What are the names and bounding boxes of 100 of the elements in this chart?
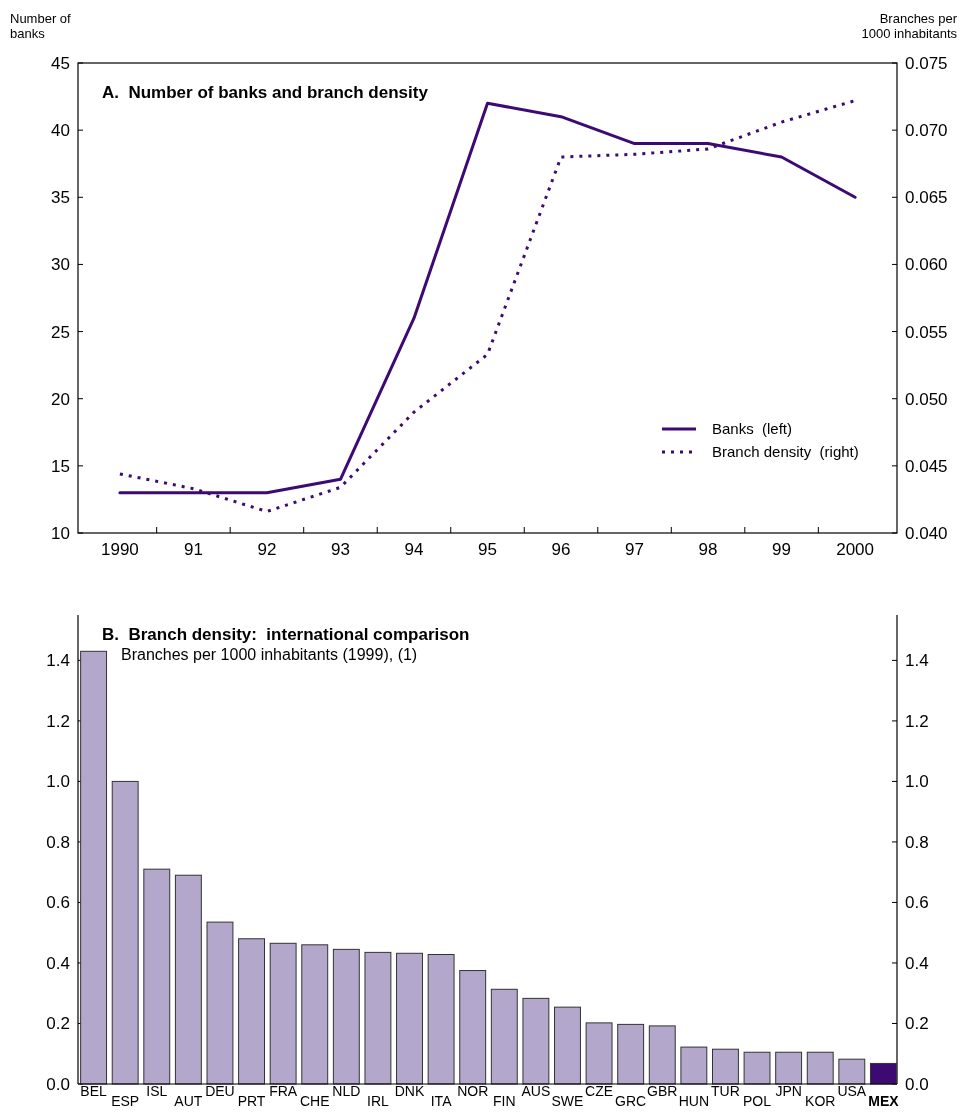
x-tick-label: ESP [111,1093,140,1109]
x-tick-label: CZE [585,1083,614,1099]
text: B. Branch density: international comparison [102,625,470,644]
y2-tick-label: 0.065 [905,188,948,208]
bar [554,1006,581,1085]
y2-tick-label: 0.050 [905,389,948,409]
bar [617,1023,645,1085]
x-tick-label: POL [743,1093,772,1109]
y2-tick-label: 0.070 [905,121,948,141]
x-tick-label: NOR [457,1083,489,1099]
x-tick-label: MEX [868,1093,900,1109]
bar [301,944,329,1085]
x-tick-label: IRL [367,1093,390,1109]
y-tick-label: 0.8 [46,832,70,852]
bar [80,650,108,1085]
x-tick-label: AUT [174,1093,203,1109]
bar [396,952,423,1085]
x-tick-label: 91 [183,540,203,559]
y-tick-label: 1.0 [46,772,70,792]
x-tick-label: ISL [146,1083,168,1099]
bar [111,780,139,1085]
y-tick-label: 0.6 [46,893,70,913]
y2-tick-label: 1.0 [905,772,929,792]
x-tick-label: FIN [493,1093,516,1109]
bar [490,988,518,1085]
bar [680,1046,708,1085]
x-tick-label: 94 [404,540,424,559]
y2-tick-label: 0.4 [905,953,929,973]
bar [332,948,360,1085]
x-tick-label: CHE [299,1093,330,1109]
x-tick-label: GBR [647,1083,678,1099]
y-tick-label: 30 [51,255,70,275]
legend-label: Branch density (right) [712,443,859,461]
y2-tick-label: 0.075 [905,53,948,73]
x-tick-label: GRC [615,1093,647,1109]
y-tick-label: 15 [51,456,70,476]
x-tick-label: USA [837,1083,867,1099]
y2-tick-label: 1.2 [905,711,929,731]
bar [238,938,265,1085]
x-tick-label: FRA [269,1083,298,1099]
y-tick-label: 1.2 [46,711,70,731]
x-tick-label: BEL [80,1083,108,1099]
bar [269,942,297,1085]
y-tick-label: 0.2 [46,1014,70,1034]
x-tick-label: 99 [772,540,792,559]
bar [743,1051,771,1085]
x-tick-label: 92 [257,540,277,559]
y2-tick-label: 0.8 [905,832,929,852]
x-tick-label: KOR [805,1093,836,1109]
x-tick-label: AUS [521,1083,551,1099]
legend-label: Banks (left) [712,420,793,438]
x-tick-label: NLD [332,1083,361,1099]
x-tick-label: 2000 [836,540,875,559]
bar [364,951,392,1085]
bar [648,1025,676,1085]
x-tick-label: DEU [205,1083,235,1099]
x-tick-label: 98 [698,540,718,559]
y-tick-label: 35 [51,188,70,208]
y2-tick-label: 0.055 [905,322,948,342]
x-tick-label: 97 [625,540,644,559]
bar [143,868,171,1085]
y-tick-label: 20 [51,389,70,409]
y2-tick-label: 0.2 [905,1014,929,1034]
x-tick-label: HUN [678,1093,710,1109]
bar [712,1048,739,1085]
y-tick-label: 0.0 [46,1074,70,1094]
bar [522,997,550,1085]
y2-axis-title: Branches per 1000 inhabitants [861,11,958,41]
y-tick-label: 25 [51,322,70,342]
text: A. Number of banks and branch density [102,83,429,102]
bar [427,954,455,1085]
x-tick-label: 96 [551,540,571,559]
x-tick-label: ITA [430,1093,453,1109]
y-axis-title: Number of banks [10,11,72,41]
x-tick-label: JPN [775,1083,802,1099]
y-tick-label: 10 [51,523,70,543]
bar [585,1022,613,1085]
x-tick-label: SWE [551,1093,584,1109]
x-tick-label: PRT [237,1093,266,1109]
x-tick-label: DNK [394,1083,425,1099]
bar [806,1051,834,1085]
x-tick-label: 93 [331,540,350,559]
y2-tick-label: 0.6 [905,893,929,913]
x-tick-label: 95 [478,540,497,559]
y2-tick-label: 0.060 [905,255,948,275]
bar [775,1051,803,1085]
y-tick-label: 45 [51,53,70,73]
x-tick-label: TUR [711,1083,740,1099]
bar [459,970,487,1085]
bar [174,874,202,1085]
y2-tick-label: 0.040 [905,523,948,543]
y-tick-label: 0.4 [46,953,70,973]
bar [869,1062,897,1085]
bar [206,921,234,1085]
bar [838,1058,866,1085]
y2-tick-label: 0.0 [905,1074,929,1094]
y2-tick-label: 1.4 [905,651,929,671]
y-tick-label: 1.4 [46,651,70,671]
x-tick-label: 1990 [100,540,139,559]
text: Branches per 1000 inhabitants (1999), (1) [121,646,418,663]
